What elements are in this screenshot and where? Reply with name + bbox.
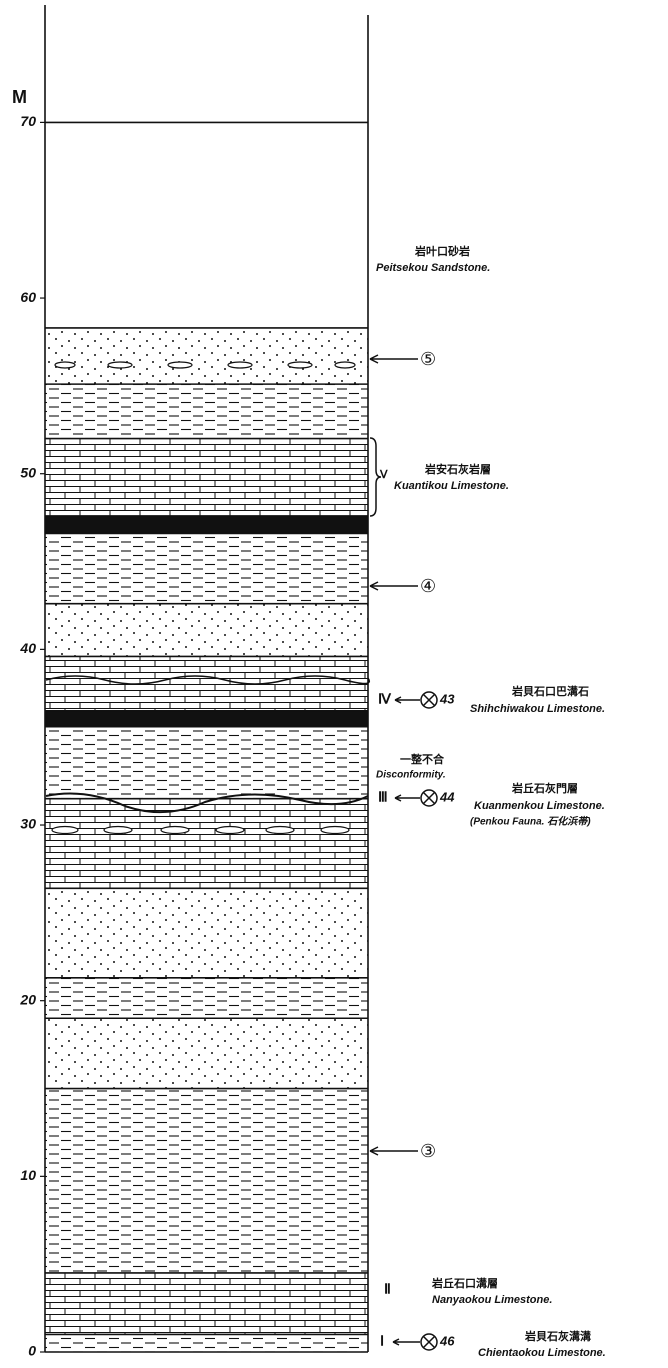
label-en: Nanyaokou Limestone.: [432, 1294, 552, 1306]
label-zh: 岩丘石口溝層: [431, 1276, 498, 1290]
label-en: Peitsekou Sandstone.: [376, 262, 490, 274]
layer: [45, 384, 368, 438]
label-zh: 岩叶口砂岩: [414, 244, 470, 258]
numeral: Ⅰ: [380, 1333, 384, 1349]
layer: [45, 604, 368, 657]
sample-number: 46: [439, 1333, 455, 1348]
annotations: 岩叶口砂岩 Peitsekou Sandstone. ⑤ Ⅴ 岩安石灰岩層 Ku…: [370, 244, 606, 1359]
label-zh: 一整不合: [400, 752, 445, 766]
layer: [45, 1334, 368, 1352]
tick-label: 60: [20, 289, 36, 305]
marker: ③: [420, 1141, 436, 1161]
layer: [45, 439, 368, 516]
layer: [45, 727, 368, 799]
layer: [45, 1273, 368, 1334]
tick-label: 40: [19, 640, 36, 656]
layers: [45, 17, 368, 1352]
marker: ⑤: [420, 349, 436, 369]
tick-label: 0: [28, 1343, 36, 1359]
label-en: Disconformity.: [376, 770, 446, 781]
tick-label: 30: [20, 816, 36, 832]
marker: ④: [420, 576, 436, 596]
layer: [45, 656, 368, 710]
layer: [45, 799, 368, 889]
tick-label: 20: [19, 991, 36, 1007]
label-zh: 岩丘石灰門層: [511, 781, 578, 795]
sample-number: 44: [439, 789, 455, 804]
layer: [45, 711, 368, 727]
axis-ticks: 0 10 20 30 40 50 60 70: [19, 113, 45, 1359]
layer: [45, 328, 368, 384]
layer: [45, 17, 368, 122]
numeral: Ⅲ: [378, 789, 388, 805]
layer: [45, 122, 368, 328]
numeral: Ⅴ: [379, 469, 388, 481]
label-en: Chientaokou Limestone.: [478, 1347, 606, 1359]
layer: [45, 1089, 368, 1273]
sample-number: 43: [439, 691, 455, 706]
label-en: Kuantikou Limestone.: [394, 480, 509, 492]
label-note: (Penkou Fauna. 石化浜帯): [470, 816, 591, 828]
layer: [45, 533, 368, 603]
layer: [45, 1018, 368, 1088]
label-en: Kuanmenkou Limestone.: [474, 800, 605, 812]
tick-label: 10: [20, 1167, 36, 1183]
label-zh: 岩貝石灰溝溝: [524, 1329, 591, 1343]
label-zh: 岩安石灰岩層: [424, 462, 491, 476]
tick-label: 50: [20, 464, 36, 480]
label-en: Shihchiwakou Limestone.: [470, 703, 605, 715]
layer: [45, 516, 368, 534]
axis-unit: M: [12, 87, 27, 107]
layer: [45, 888, 368, 978]
numeral: Ⅱ: [384, 1281, 391, 1297]
label-zh: 岩貝石口巴溝石: [511, 684, 589, 698]
layer: [45, 978, 368, 1018]
stratigraphic-column: M 0 10 20 30 40 50 60 70 岩叶口砂岩 Peitsekou Sandst…: [0, 0, 668, 1368]
numeral: Ⅳ: [378, 691, 392, 707]
tick-label: 70: [20, 113, 36, 129]
